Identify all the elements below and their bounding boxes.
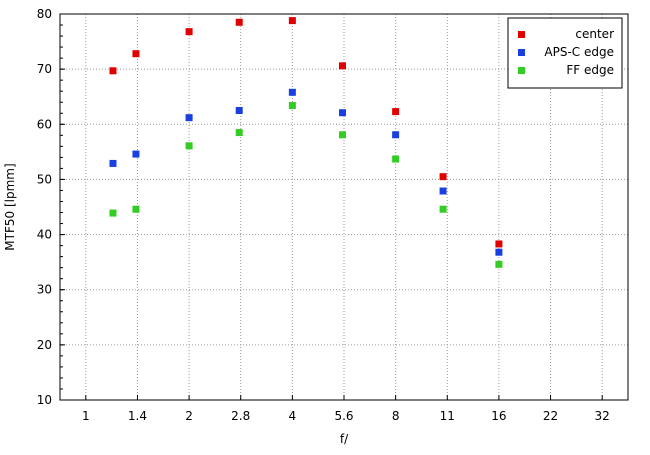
data-point [132,150,140,158]
data-point [235,129,243,137]
x-tick-label: 32 [595,409,610,423]
legend-swatch [518,49,525,56]
data-point [439,187,447,195]
data-point [185,114,193,122]
x-axis-title: f/ [340,432,349,446]
x-tick-label: 5.6 [334,409,353,423]
y-tick-label: 60 [37,117,52,131]
legend-label: FF edge [566,63,614,77]
data-point [392,155,400,163]
data-point [288,88,296,96]
legend-swatch [518,31,525,38]
x-tick-label: 1 [82,409,90,423]
legend-label: center [575,27,614,41]
x-tick-label: 16 [491,409,506,423]
legend-box [507,17,623,89]
data-points [109,17,503,268]
x-tick-label: 2.8 [231,409,250,423]
data-point [495,248,503,256]
data-point [109,209,117,217]
data-point [235,18,243,26]
data-point [439,205,447,213]
data-point [338,62,346,70]
data-point [185,142,193,150]
data-point [109,67,117,75]
legend-label: APS-C edge [544,45,614,59]
data-point [338,109,346,117]
data-point [495,260,503,268]
data-point [392,131,400,139]
y-tick-label: 80 [37,7,52,21]
y-tick-label: 40 [37,228,52,242]
data-point [288,102,296,110]
data-point [439,173,447,181]
x-tick-label: 11 [440,409,455,423]
data-point [185,28,193,36]
data-point [235,107,243,114]
x-tick-label: 1.4 [128,409,147,423]
x-tick-label: 8 [392,409,400,423]
legend: center APS-C edge FF edge [507,17,623,89]
y-tick-label: 20 [37,338,52,352]
legend-swatch [518,67,525,74]
data-point [288,17,296,25]
y-axis-title: MTF50 [lpmm] [3,163,17,250]
data-point [338,131,346,139]
axes: 10 20 30 40 50 60 70 80 1 1.4 2 2.8 4 5.6 8 11 16 22 32 [37,7,629,423]
y-tick-label: 70 [37,62,52,76]
y-tick-label: 10 [37,393,52,407]
data-point [132,205,140,213]
y-tick-label: 30 [37,283,52,297]
y-tick-label: 50 [37,172,52,186]
data-point [392,108,400,116]
data-point [495,240,503,248]
plot-frame [59,13,629,401]
data-point [109,159,117,167]
x-tick-label: 22 [543,409,558,423]
x-tick-label: 2 [185,409,193,423]
data-point [132,50,140,58]
x-tick-label: 4 [289,409,297,423]
grid-lines [60,14,628,400]
